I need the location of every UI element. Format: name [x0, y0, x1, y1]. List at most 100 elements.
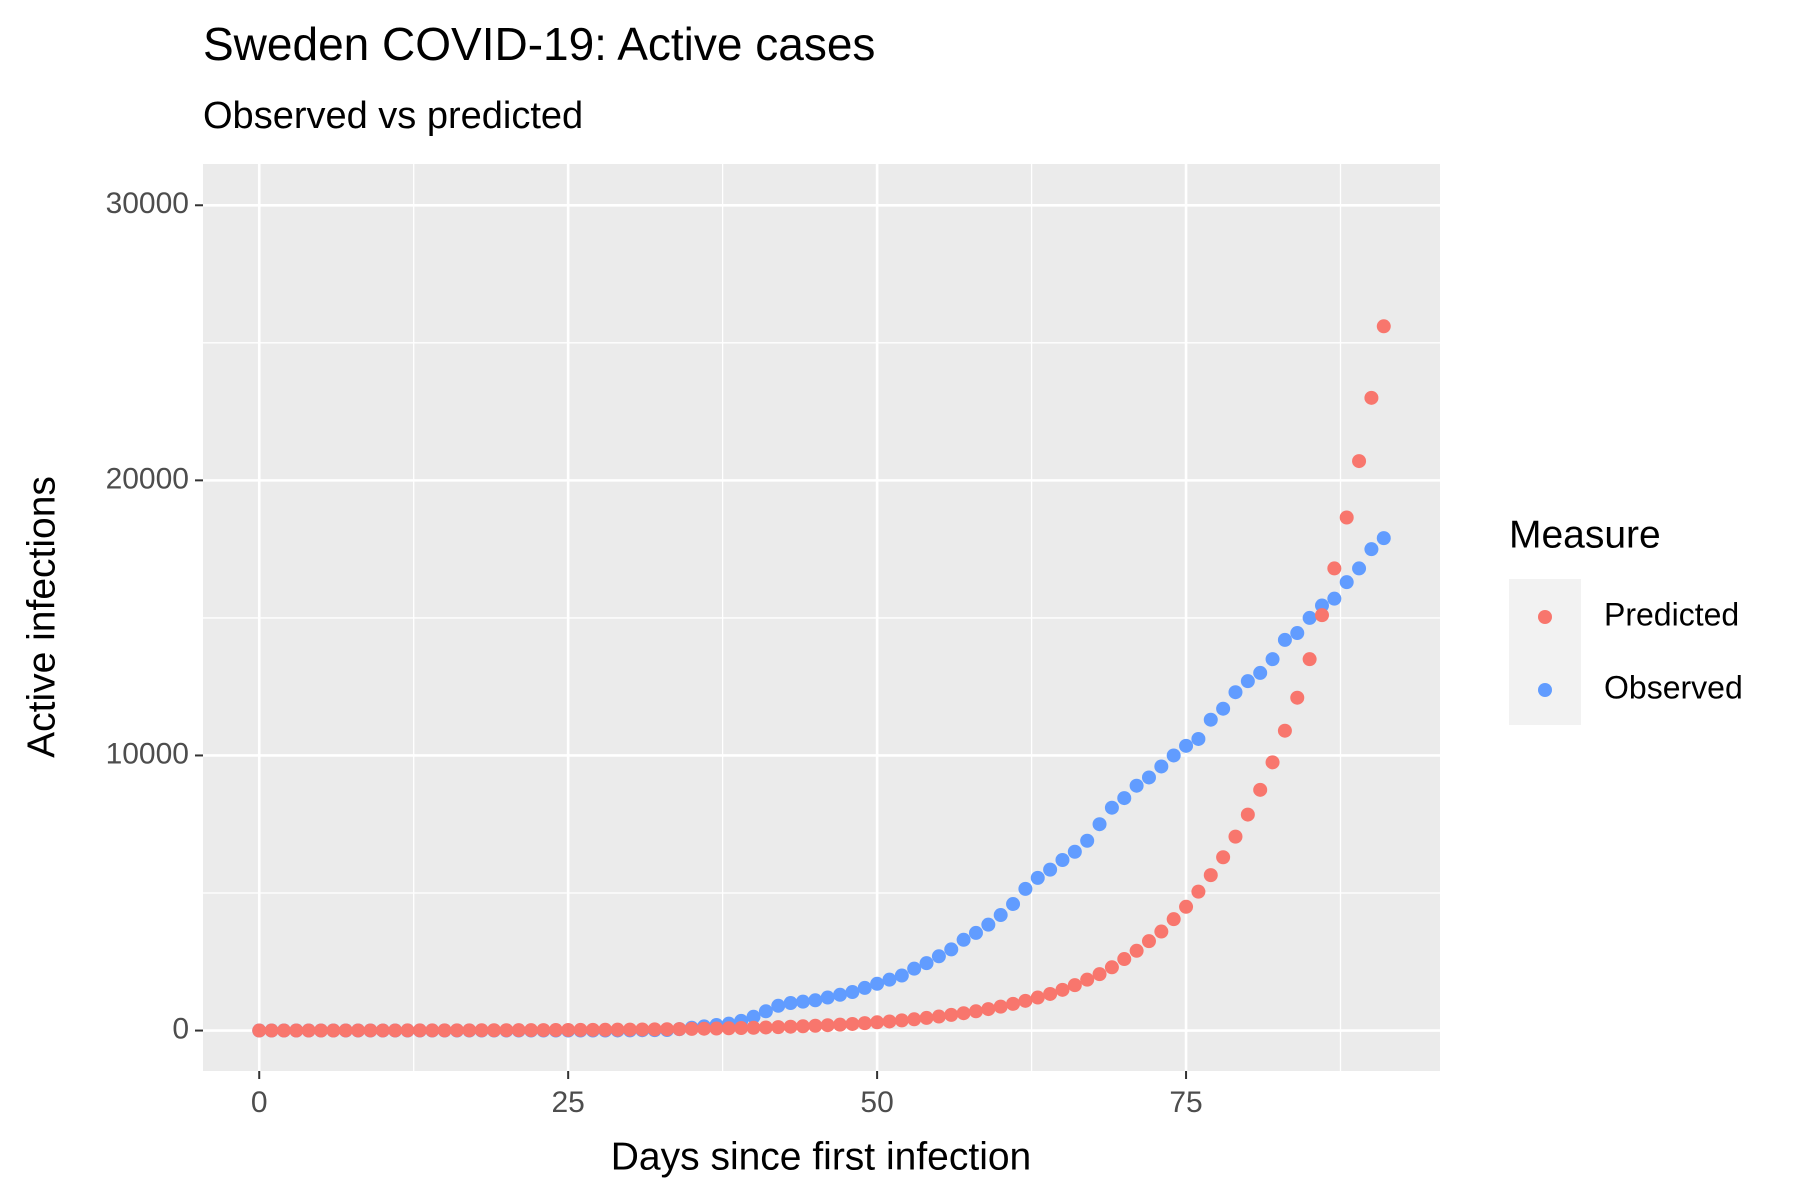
data-point — [1216, 850, 1231, 865]
data-point — [1080, 833, 1095, 848]
data-point — [573, 1022, 588, 1037]
data-point — [326, 1023, 341, 1038]
data-point — [857, 980, 872, 995]
data-point — [1364, 542, 1379, 557]
data-point — [882, 972, 897, 987]
data-point — [1104, 800, 1119, 815]
data-point — [795, 1019, 810, 1034]
chart-title: Sweden COVID-19: Active cases — [203, 18, 875, 70]
y-tick-label: 20000 — [106, 462, 189, 495]
data-point — [1290, 690, 1305, 705]
data-point — [412, 1023, 427, 1038]
data-point — [993, 908, 1008, 923]
data-point — [660, 1022, 675, 1037]
data-point — [1228, 685, 1243, 700]
data-point — [820, 1018, 835, 1033]
data-point — [1067, 844, 1082, 859]
data-point — [1117, 791, 1132, 806]
data-point — [1290, 626, 1305, 641]
data-point — [1314, 608, 1329, 623]
data-point — [894, 1013, 909, 1028]
data-point — [956, 932, 971, 947]
data-point — [1018, 993, 1033, 1008]
data-point — [314, 1023, 329, 1038]
data-point — [870, 1015, 885, 1030]
data-point — [301, 1023, 316, 1038]
data-point — [585, 1022, 600, 1037]
data-point — [968, 1004, 983, 1019]
data-point — [833, 987, 848, 1002]
data-point — [536, 1023, 551, 1038]
data-point — [882, 1014, 897, 1029]
data-point — [1179, 738, 1194, 753]
data-point — [907, 961, 922, 976]
data-point — [907, 1012, 922, 1027]
data-point — [956, 1006, 971, 1021]
data-point — [1277, 723, 1292, 738]
data-point — [548, 1023, 563, 1038]
x-axis-title: Days since first infection — [611, 1135, 1032, 1178]
data-point — [1277, 632, 1292, 647]
data-point — [1191, 884, 1206, 899]
data-point — [1129, 943, 1144, 958]
data-point — [1129, 778, 1144, 793]
x-tick-label: 25 — [551, 1086, 584, 1119]
data-point — [771, 1020, 786, 1035]
data-point — [487, 1023, 502, 1038]
legend-label: Predicted — [1604, 596, 1739, 632]
data-point — [931, 949, 946, 964]
data-point — [1265, 755, 1280, 770]
data-point — [1154, 759, 1169, 774]
chart-subtitle: Observed vs predicted — [203, 95, 583, 137]
data-point — [1154, 924, 1169, 939]
data-point — [1006, 996, 1021, 1011]
data-point — [375, 1023, 390, 1038]
data-point — [697, 1021, 712, 1036]
data-point — [1253, 665, 1268, 680]
data-point — [1179, 899, 1194, 914]
data-point — [746, 1020, 761, 1035]
data-point — [1253, 782, 1268, 797]
y-axis-title: Active infections — [20, 476, 63, 758]
data-point — [1080, 972, 1095, 987]
data-point — [462, 1023, 477, 1038]
data-point — [511, 1023, 526, 1038]
data-point — [264, 1023, 279, 1038]
data-point — [1302, 652, 1317, 667]
data-point — [808, 993, 823, 1008]
data-point — [400, 1023, 415, 1038]
legend-title: Measure — [1509, 513, 1661, 556]
data-point — [931, 1009, 946, 1024]
data-point — [561, 1022, 576, 1037]
x-tick-label: 0 — [251, 1086, 268, 1119]
data-point — [1030, 990, 1045, 1005]
data-point — [684, 1021, 699, 1036]
data-point — [1055, 982, 1070, 997]
data-point — [1030, 870, 1045, 885]
data-point — [1228, 829, 1243, 844]
data-point — [808, 1018, 823, 1033]
data-point — [1141, 770, 1156, 785]
data-point — [1117, 952, 1132, 967]
data-point — [1240, 674, 1255, 689]
data-point — [981, 1002, 996, 1017]
data-point — [870, 976, 885, 991]
data-point — [845, 985, 860, 1000]
data-point — [1092, 817, 1107, 832]
data-point — [1352, 561, 1367, 576]
data-point — [1302, 610, 1317, 625]
data-point — [981, 917, 996, 932]
data-point — [1376, 531, 1391, 546]
data-point — [845, 1016, 860, 1031]
y-tick-label: 30000 — [106, 187, 189, 220]
data-point — [944, 942, 959, 957]
data-point — [1265, 652, 1280, 667]
data-point — [1104, 960, 1119, 975]
x-tick-label: 50 — [860, 1086, 893, 1119]
data-point — [734, 1021, 749, 1036]
data-point — [919, 956, 934, 971]
data-point — [1141, 934, 1156, 949]
data-point — [252, 1023, 267, 1038]
data-point — [388, 1023, 403, 1038]
